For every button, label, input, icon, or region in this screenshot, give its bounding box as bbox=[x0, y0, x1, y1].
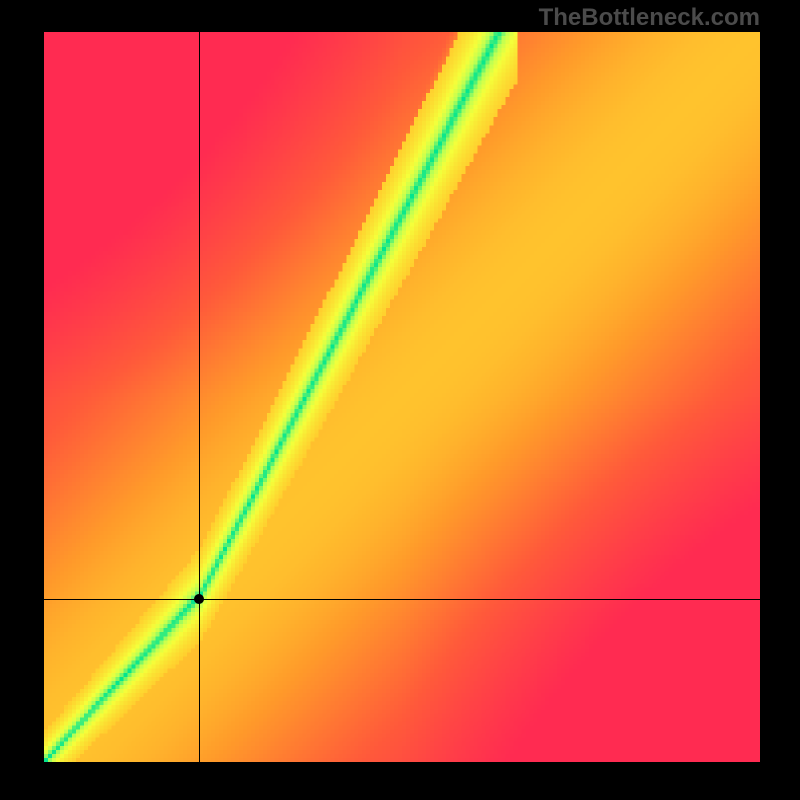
watermark-text: TheBottleneck.com bbox=[539, 4, 760, 32]
crosshair-vertical bbox=[199, 32, 200, 762]
chart-container: TheBottleneck.com bbox=[0, 0, 800, 800]
bottleneck-heatmap bbox=[44, 32, 760, 762]
crosshair-horizontal bbox=[44, 599, 760, 600]
